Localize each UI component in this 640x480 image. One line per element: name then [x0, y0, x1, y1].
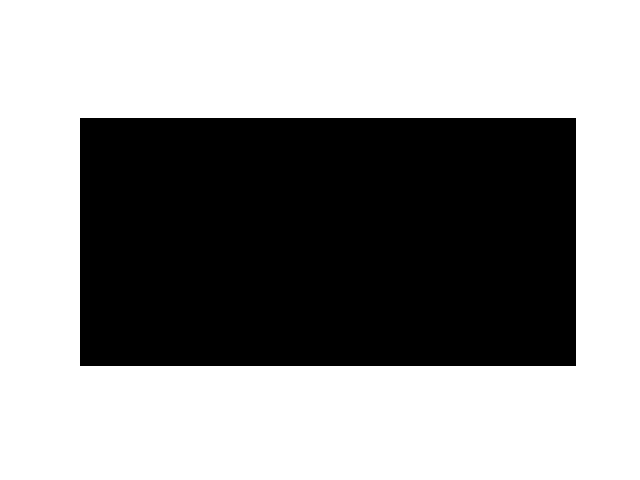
word-cloud: [80, 118, 576, 366]
word-cloud-background: [80, 118, 576, 366]
word-cloud-canvas: [80, 118, 576, 366]
